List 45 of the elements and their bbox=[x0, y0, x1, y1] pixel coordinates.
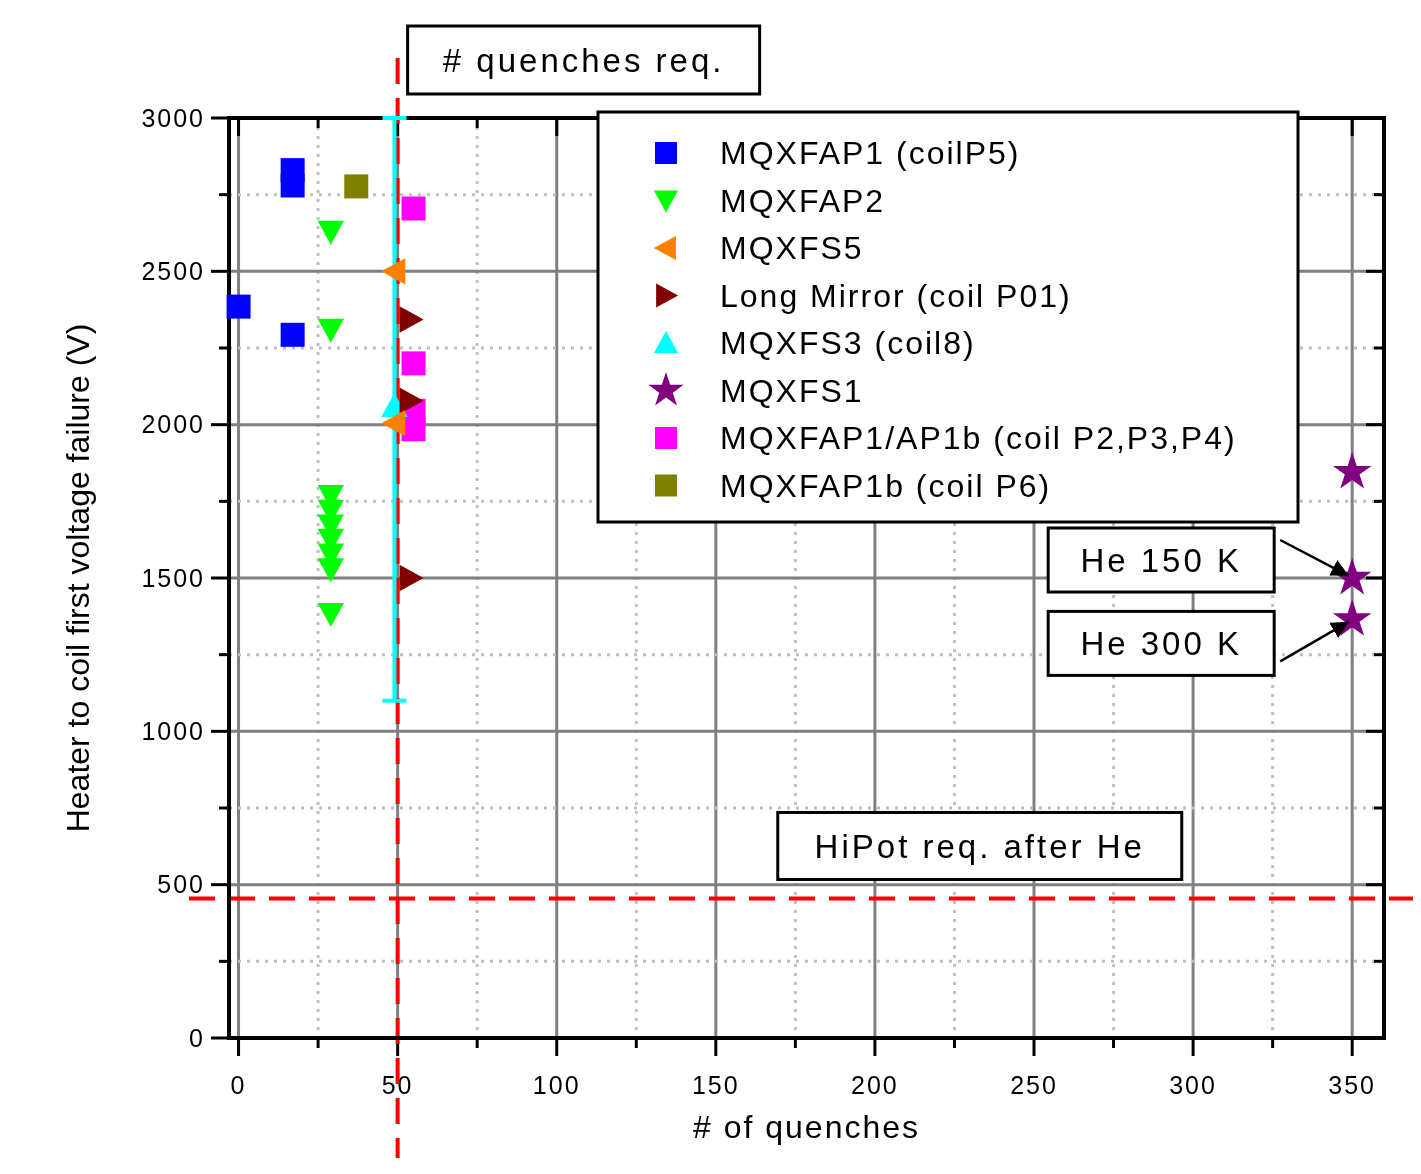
y-tick-label: 0 bbox=[189, 1023, 205, 1052]
y-tick-label: 500 bbox=[157, 870, 205, 899]
legend-label: MQXFS3 (coil8) bbox=[720, 325, 976, 362]
x-tick-label: 0 bbox=[230, 1071, 247, 1099]
x-tick-label: 200 bbox=[851, 1071, 899, 1099]
point bbox=[317, 603, 345, 628]
point bbox=[344, 174, 369, 199]
point bbox=[317, 318, 345, 343]
legend-label: MQXFAP1/AP1b (coil P2,P3,P4) bbox=[720, 420, 1237, 457]
y-axis-title: Heater to coil first voltage failure (V) bbox=[60, 323, 96, 833]
x-tick-label: 350 bbox=[1328, 1071, 1377, 1099]
y-tick-label: 3000 bbox=[141, 103, 205, 132]
legend-label: MQXFAP1 (coilP5) bbox=[720, 135, 1021, 172]
x-axis-title: # of quenches bbox=[692, 1109, 921, 1145]
annotation: He 150 K bbox=[1080, 541, 1242, 579]
y-tick-label: 1000 bbox=[141, 717, 205, 746]
point bbox=[381, 409, 406, 437]
point bbox=[399, 564, 424, 592]
annotation: He 300 K bbox=[1080, 624, 1242, 662]
point bbox=[401, 417, 426, 442]
point bbox=[317, 558, 345, 583]
legend-label: MQXFAP1b (coil P6) bbox=[720, 467, 1052, 504]
y-tick-label: 1500 bbox=[141, 563, 205, 592]
legend-label: MQXFS5 bbox=[720, 230, 864, 267]
x-tick-label: 50 bbox=[381, 1071, 414, 1099]
point bbox=[280, 173, 305, 198]
point bbox=[381, 258, 406, 285]
point bbox=[226, 294, 251, 319]
x-tick-label: 250 bbox=[1010, 1071, 1058, 1099]
legend-label: MQXFAP2 bbox=[720, 182, 886, 219]
point bbox=[401, 351, 426, 376]
point bbox=[399, 306, 424, 333]
legend-label: Long Mirror (coil P01) bbox=[720, 277, 1072, 314]
point bbox=[280, 322, 305, 347]
x-tick-label: 150 bbox=[691, 1071, 740, 1099]
x-tick-label: 100 bbox=[532, 1071, 581, 1099]
point bbox=[317, 220, 345, 245]
x-tick-label: 300 bbox=[1169, 1071, 1217, 1099]
y-tick-label: 2500 bbox=[141, 257, 205, 286]
ref-line-label: # quenches req. bbox=[442, 41, 725, 79]
point bbox=[399, 387, 424, 414]
y-tick-label: 2000 bbox=[141, 410, 205, 439]
legend-label: MQXFS1 bbox=[720, 372, 864, 409]
point bbox=[401, 196, 426, 221]
ref-line-label: HiPot req. after He bbox=[814, 828, 1145, 866]
